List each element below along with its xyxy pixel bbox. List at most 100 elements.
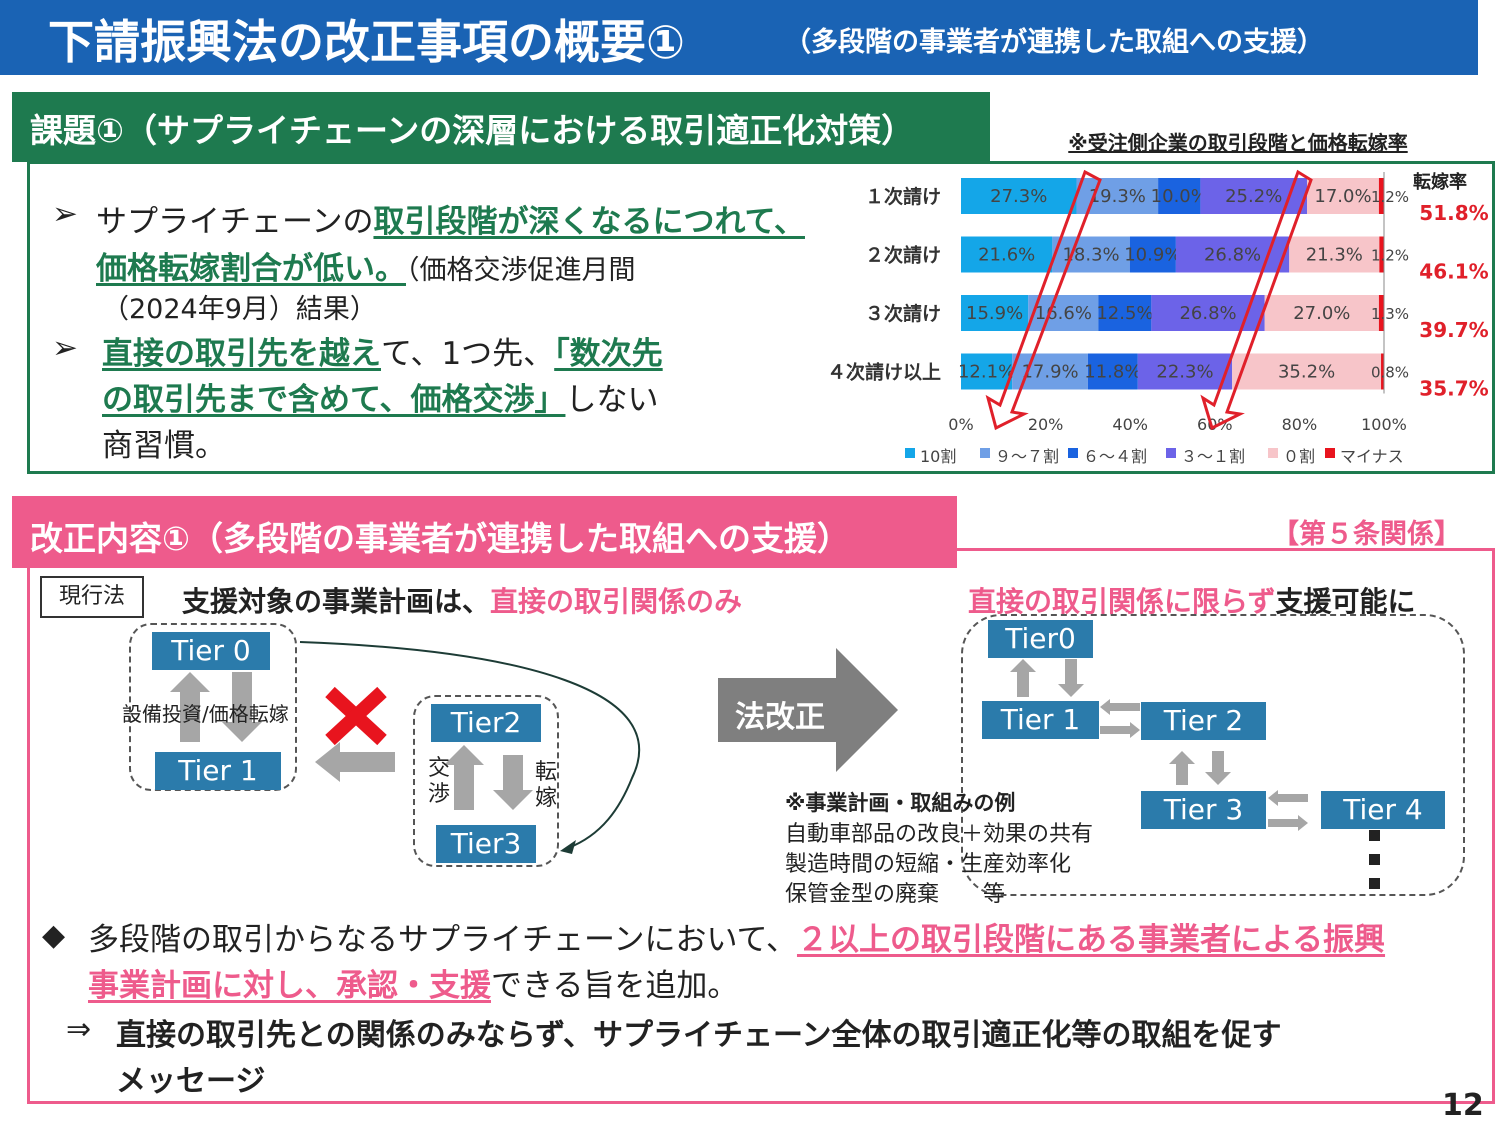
issue-bullet-1-line1: サプライチェーンの取引段階が深くなるにつれて、 (96, 196, 805, 241)
point-em2: 事業計画に対し、承認・支援 (88, 968, 491, 1004)
conclusion-line1: 直接の取引先との関係のみならず、サプライチェーン全体の取引適正化等の取組を促す (116, 1018, 1282, 1053)
chart-bar-segment (1087, 353, 1138, 390)
chart-bar-segment (1378, 295, 1385, 331)
issue-bullet-2-line2: の取引先まで含めて、価格交渉」しない (102, 374, 658, 419)
chart-data-label: 12.1% (958, 362, 1015, 383)
chart-legend-swatch (1268, 448, 1278, 458)
chart-data-label: 0.8% (1371, 364, 1409, 382)
r-tier0-box: Tier0 (988, 620, 1093, 658)
issue-b2-post2: 商習慣。 (102, 428, 226, 464)
left-caption-pre: 支援対象の事業計画は、 (182, 585, 491, 618)
issue-header-text: 課題①（サプライチェーンの深層における取引適正化対策） (30, 111, 915, 150)
current-law-badge: 現行法 (40, 576, 144, 618)
chart-category-label: １次請け (865, 185, 941, 208)
chart-category-label: ２次請け (865, 244, 941, 267)
tier1-box: Tier 1 (155, 752, 281, 790)
left-diagram-arrows (170, 641, 640, 854)
conclusion-line2: メッセージ (116, 1064, 266, 1099)
bullet-arrow-icon: ➢ (52, 196, 78, 232)
reform-header-text: 改正内容①（多段階の事業者が連携した取組への支援） (30, 519, 850, 558)
chart-legend-label: ６～４割 (1083, 447, 1147, 466)
chart-legend-label: マイナス (1340, 447, 1404, 466)
direct-group (129, 623, 297, 791)
capex-price-label: 設備投資/価格転嫁 (122, 702, 289, 726)
chart-x-tick-label: 80% (1282, 415, 1318, 434)
chart-data-label: 27.3% (990, 186, 1047, 207)
page-number: 12 (1442, 1088, 1484, 1123)
chart-data-label: 21.6% (978, 245, 1035, 266)
chart-bar-segment (1137, 353, 1233, 390)
right-diagram-arrows (1010, 659, 1380, 889)
chart-bar-segment (961, 295, 1029, 331)
chart-bar-segment (1158, 178, 1201, 214)
chart-data-label: 11.8% (1084, 362, 1141, 383)
chart-bar-segment (1175, 236, 1290, 273)
chart-data-label: 12.5% (1096, 303, 1153, 324)
issue-bullet-2-line1: 直接の取引先を越えて、1つ先、「数次先 (102, 328, 663, 373)
chart-legend-label: 10割 (920, 447, 956, 466)
chart-bar-segment (1381, 353, 1385, 390)
right-caption-em: 直接の取引関係に限らず (968, 585, 1276, 618)
chart-bar-segment (1098, 295, 1152, 331)
chart-data-label: 10.9% (1124, 245, 1181, 266)
bullet-arrow-icon: ➢ (52, 330, 78, 366)
chart-data-label: 1.2% (1371, 188, 1409, 206)
negotiation-label: 交渉 (428, 756, 451, 807)
chart-rate-value: 35.7% (1419, 377, 1488, 401)
chart-data-label: 26.8% (1179, 303, 1236, 324)
chart-category-label: ４次請け以上 (827, 361, 941, 384)
reform-arrow-icon (718, 648, 898, 772)
chart-legend-swatch (980, 448, 990, 458)
chart-bar-segment (961, 353, 1013, 390)
chart-x-tick-label: 100% (1361, 415, 1407, 434)
chart-data-label: 19.3% (1089, 186, 1146, 207)
chart-bar-segment (961, 236, 1053, 273)
chart-data-label: 21.3% (1306, 245, 1363, 266)
chart-x-tick-label: 0% (948, 415, 973, 434)
examples-title: ※事業計画・取組みの例 (785, 791, 1016, 815)
tier2-box: Tier2 (431, 704, 541, 742)
chart-data-label: 22.3% (1156, 362, 1213, 383)
chart-bar-segment (1307, 178, 1379, 214)
chart-x-tick-label: 40% (1112, 415, 1148, 434)
chart-rate-value: 46.1% (1419, 260, 1488, 284)
chart-bar-segment (1289, 236, 1380, 273)
chart-legend-swatch (1325, 448, 1335, 458)
chart-legend-label: ０割 (1283, 447, 1315, 466)
point-post: できる旨を追加。 (491, 968, 739, 1004)
chart-rate-value: 51.8% (1419, 201, 1488, 225)
chart-legend-label: ３～１割 (1181, 447, 1245, 466)
chart-x-tick-label: 20% (1028, 415, 1064, 434)
page-subtitle: （多段階の事業者が連携した取組への支援） (784, 27, 1324, 58)
chart-data-label: 1.3% (1371, 305, 1409, 323)
issue-b1-post2: （2024年9月）結果） (102, 294, 377, 325)
r-tier3-box: Tier 3 (1141, 791, 1266, 829)
title-bar (0, 0, 1478, 75)
issue-b2-mid: て、1つ先、 (381, 336, 555, 372)
chart-bar-segment (1379, 236, 1385, 273)
example-item: 保管金型の廃棄 等 (785, 882, 1006, 907)
issue-b2-post: しない (565, 382, 659, 418)
issue-header: 課題①（サプライチェーンの深層における取引適正化対策） (12, 92, 990, 162)
chart-data-label: 10.0% (1151, 186, 1208, 207)
price-pass-chart: ※受注側企業の取引段階と価格転嫁率 １次請け 27.3% 19.3% 10.0% 25.… (827, 131, 1489, 466)
tier0-box: Tier 0 (152, 632, 270, 670)
left-caption-em: 直接の取引関係のみ (490, 585, 743, 618)
chart-bar-segment (1378, 178, 1384, 214)
chart-data-label: 25.2% (1225, 186, 1282, 207)
reform-point-line2: 事業計画に対し、承認・支援できる旨を追加。 (88, 960, 738, 1005)
cross-icon (325, 686, 387, 746)
r-tier4-box: Tier 4 (1321, 791, 1445, 829)
issue-b1-em2: 価格転嫁割合が低い。 (96, 251, 406, 287)
chart-data-label: 27.0% (1293, 303, 1350, 324)
chart-data-label: 15.9% (966, 303, 1023, 324)
example-item: 製造時間の短縮・生産効率化 (785, 852, 1072, 877)
chart-bar-segment (1012, 353, 1088, 390)
chart-rate-value: 39.7% (1419, 318, 1488, 342)
reform-header: 改正内容①（多段階の事業者が連携した取組への支援） (12, 496, 957, 568)
chart-title: ※受注側企業の取引段階と価格転嫁率 (1068, 131, 1407, 155)
chart-legend-swatch (1068, 448, 1078, 458)
chart-rate-header: 転嫁率 (1413, 171, 1467, 193)
diamond-bullet-icon: ◆ (42, 918, 66, 953)
chart-data-label: 16.6% (1035, 303, 1092, 324)
